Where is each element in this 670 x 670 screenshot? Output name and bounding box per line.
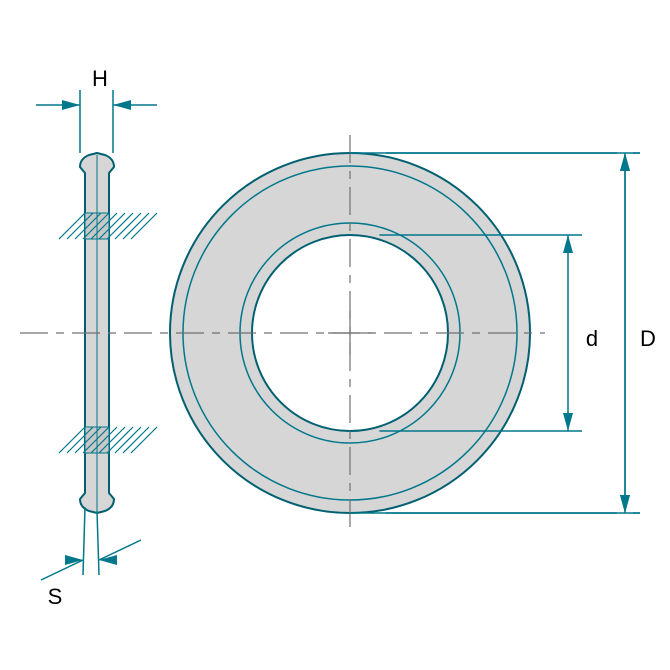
dimension-label-s: S [48, 584, 63, 609]
dimension-label-h: H [92, 66, 108, 91]
dimension-label-d: d [586, 326, 598, 351]
dimension-label-D: D [640, 326, 656, 351]
